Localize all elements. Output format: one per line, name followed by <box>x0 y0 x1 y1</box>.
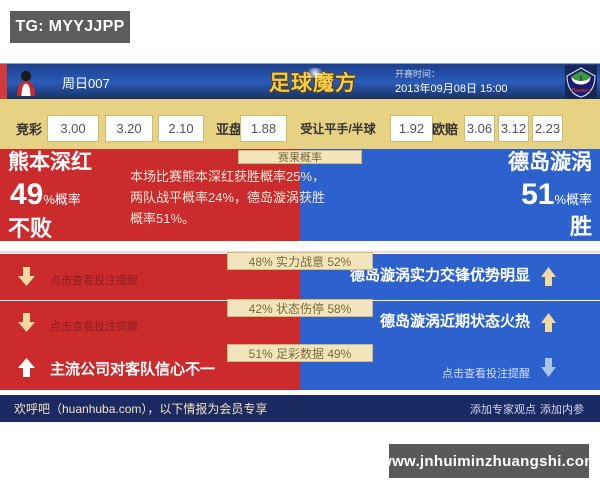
svg-text:Powers: Powers <box>571 88 591 94</box>
svg-text:5: 5 <box>580 77 583 83</box>
